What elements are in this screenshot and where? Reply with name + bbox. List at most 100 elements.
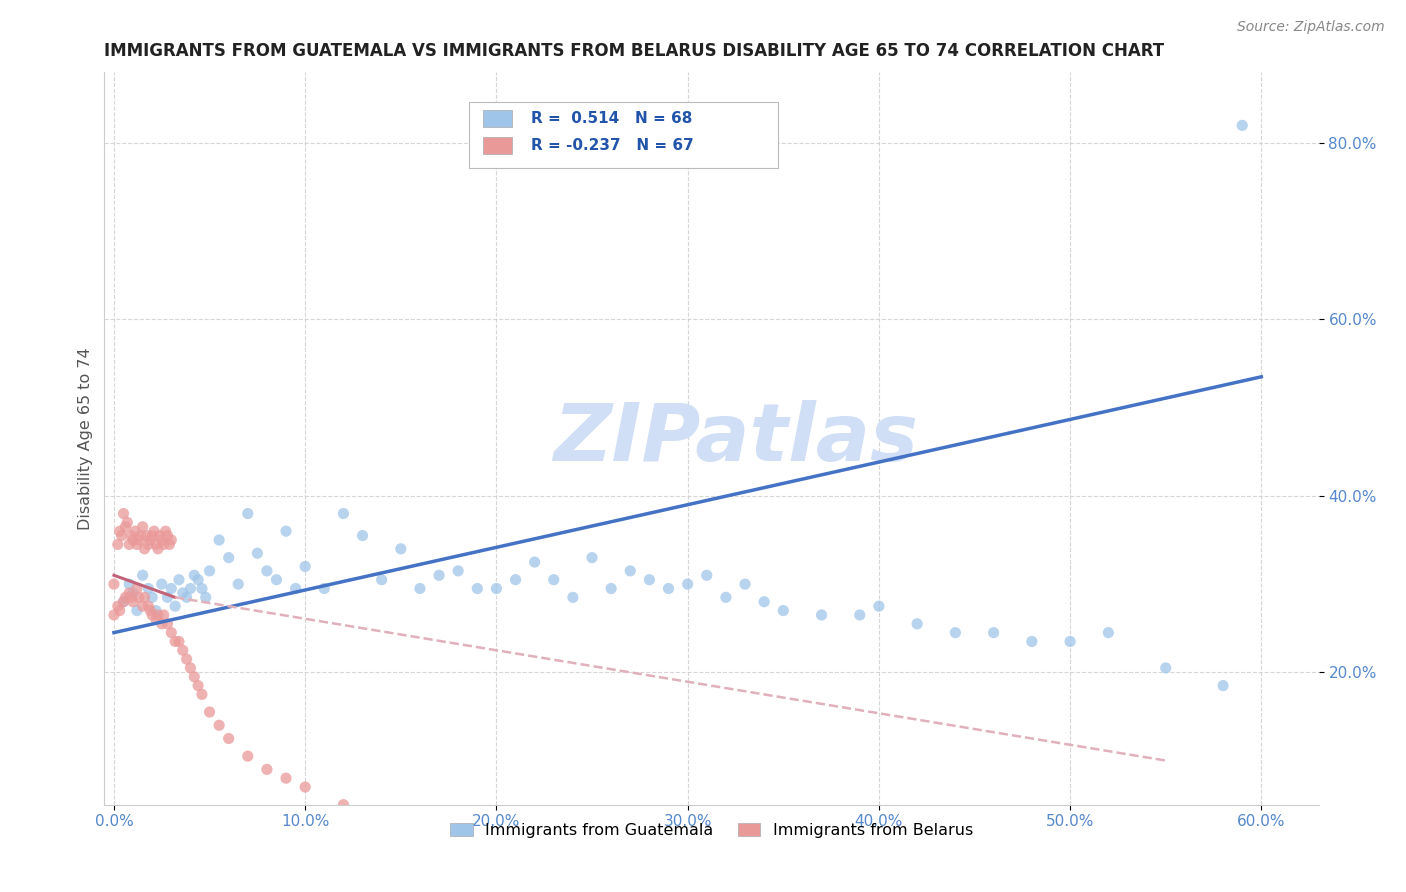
Point [138, 537, 160, 551]
Point [638, 573, 661, 587]
Point [152, 607, 174, 622]
Point [284, 582, 307, 596]
Point [120, 528, 142, 542]
Point [208, 533, 231, 547]
Point [183, 670, 205, 684]
Point [236, 507, 259, 521]
Point [370, 573, 392, 587]
Point [465, 582, 488, 596]
Point [110, 528, 132, 542]
Point [179, 661, 201, 675]
Point [848, 607, 870, 622]
Point [141, 591, 163, 605]
Point [103, 577, 125, 591]
Point [146, 607, 169, 622]
Point [125, 582, 148, 596]
Point [138, 582, 160, 596]
Point [1232, 119, 1254, 133]
Point [179, 582, 201, 596]
Text: Source: ZipAtlas.com: Source: ZipAtlas.com [1237, 20, 1385, 34]
Point [1212, 679, 1234, 693]
Point [112, 595, 135, 609]
Point [156, 616, 179, 631]
Point [141, 528, 163, 542]
Point [128, 533, 150, 547]
Point [246, 546, 269, 560]
Point [150, 533, 173, 547]
Point [150, 577, 173, 591]
Point [118, 537, 141, 551]
Point [134, 591, 156, 605]
Point [505, 573, 527, 587]
Y-axis label: Disability Age 65 to 74: Disability Age 65 to 74 [79, 347, 93, 530]
Point [187, 573, 209, 587]
Point [619, 564, 641, 578]
Point [139, 604, 162, 618]
Point [226, 577, 249, 591]
Point [112, 507, 135, 521]
Point [108, 604, 131, 618]
Point [657, 582, 679, 596]
Point [543, 573, 565, 587]
Point [145, 537, 167, 551]
FancyBboxPatch shape [484, 136, 512, 154]
Point [117, 516, 139, 530]
Point [198, 705, 221, 719]
Point [352, 528, 374, 542]
Point [122, 595, 145, 609]
Point [256, 763, 278, 777]
Point [107, 599, 129, 614]
Point [172, 586, 194, 600]
Point [167, 634, 190, 648]
Point [447, 564, 470, 578]
Point [905, 616, 928, 631]
Point [332, 507, 354, 521]
Point [141, 607, 163, 622]
Point [218, 550, 240, 565]
Point [1154, 661, 1177, 675]
FancyBboxPatch shape [484, 110, 512, 128]
Point [1097, 625, 1119, 640]
Point [160, 582, 183, 596]
Point [983, 625, 1005, 640]
Point [191, 687, 214, 701]
Legend: Immigrants from Guatemala, Immigrants from Belarus: Immigrants from Guatemala, Immigrants fr… [444, 816, 980, 844]
Point [752, 595, 775, 609]
Point [131, 568, 153, 582]
FancyBboxPatch shape [468, 102, 779, 168]
Point [274, 771, 297, 785]
Point [112, 595, 135, 609]
Point [167, 573, 190, 587]
Point [389, 541, 412, 556]
Point [114, 591, 136, 605]
Point [156, 591, 179, 605]
Point [156, 528, 179, 542]
Point [581, 550, 603, 565]
Point [1021, 634, 1043, 648]
Point [150, 616, 173, 631]
Point [152, 537, 174, 551]
Point [266, 573, 288, 587]
Point [114, 520, 136, 534]
Point [176, 652, 198, 666]
Point [155, 524, 177, 538]
Point [332, 797, 354, 812]
Point [143, 524, 166, 538]
Point [124, 524, 146, 538]
Point [125, 537, 148, 551]
Point [131, 599, 153, 614]
Point [108, 524, 131, 538]
Point [198, 564, 221, 578]
Text: IMMIGRANTS FROM GUATEMALA VS IMMIGRANTS FROM BELARUS DISABILITY AGE 65 TO 74 COR: IMMIGRANTS FROM GUATEMALA VS IMMIGRANTS … [104, 42, 1164, 60]
Point [409, 582, 432, 596]
Point [600, 582, 623, 596]
Point [160, 625, 183, 640]
Point [135, 528, 157, 542]
Point [1059, 634, 1081, 648]
Point [194, 591, 217, 605]
Point [294, 780, 316, 794]
Point [118, 586, 141, 600]
Point [183, 568, 205, 582]
Text: ZIPatlas: ZIPatlas [554, 400, 918, 477]
Point [314, 582, 336, 596]
